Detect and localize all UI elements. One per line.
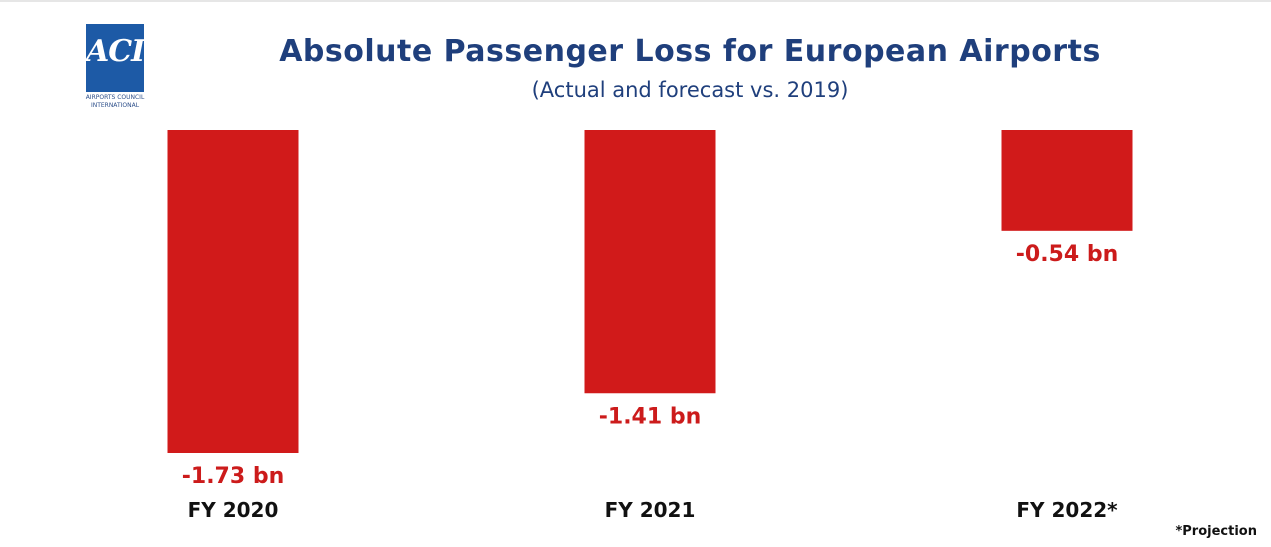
- category-label-2: FY 2021: [605, 498, 696, 522]
- bar-1: [167, 130, 299, 453]
- chart-title: Absolute Passenger Loss for European Air…: [279, 34, 1101, 69]
- bar-3: [1001, 130, 1133, 231]
- bar-2: [584, 130, 716, 394]
- value-label-2: -1.41 bn: [599, 404, 701, 429]
- chart-subtitle: (Actual and forecast vs. 2019): [531, 78, 849, 102]
- aci-logo-mark: ACI: [86, 24, 144, 92]
- aci-logo: ACI AIRPORTS COUNCIL INTERNATIONAL: [82, 24, 148, 118]
- aci-logo-subtext: AIRPORTS COUNCIL INTERNATIONAL: [82, 94, 148, 110]
- category-label-1: FY 2020: [188, 498, 279, 522]
- aci-logo-subtext-line2: INTERNATIONAL: [90, 102, 140, 109]
- category-label-3: FY 2022*: [1016, 498, 1118, 522]
- aci-logo-letters: ACI: [86, 34, 144, 69]
- aci-logo-subtext-line1: AIRPORTS COUNCIL: [85, 94, 145, 101]
- value-label-1: -1.73 bn: [182, 464, 284, 489]
- value-label-3: -0.54 bn: [1016, 242, 1118, 267]
- projection-footnote: *Projection: [1175, 524, 1257, 539]
